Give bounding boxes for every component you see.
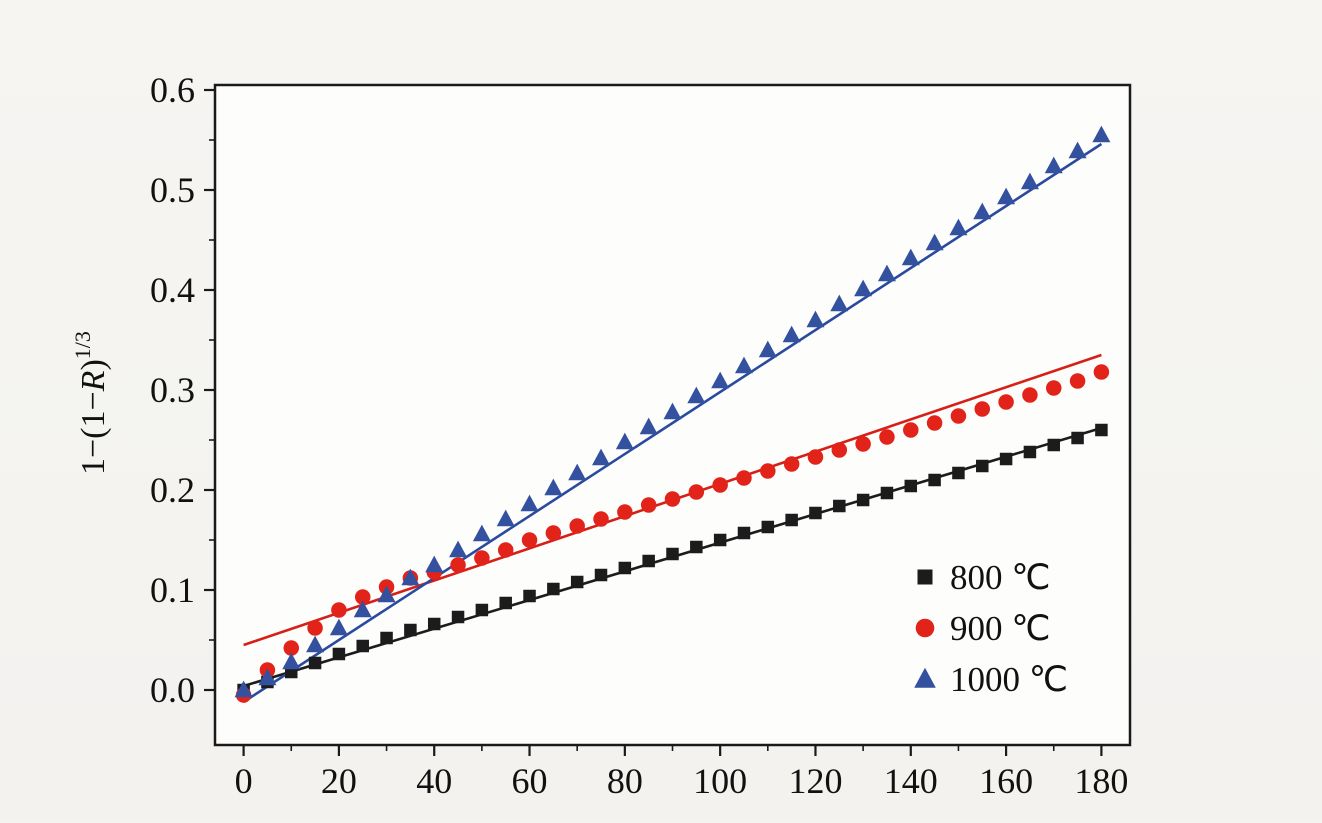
series-900 [235,364,1110,703]
x-tick-label: 100 [693,761,747,801]
y-axis-label: 1−(1−R)1/3 [70,331,112,475]
legend-label: 800 ℃ [950,558,1051,597]
legend-item-900: 900 ℃ [915,609,1051,648]
y-tick-label: 0.6 [150,70,195,110]
legend-item-800: 800 ℃ [917,558,1051,597]
x-tick-label: 80 [607,761,643,801]
series-800 [237,423,1108,697]
x-tick-label: 160 [979,761,1033,801]
legend-label: 900 ℃ [950,609,1051,648]
fit-line-1000 [242,142,1103,704]
x-tick-label: 20 [321,761,357,801]
x-tick-label: 140 [884,761,938,801]
y-tick-label: 0.4 [150,270,195,310]
y-tick-label: 0.3 [150,370,195,410]
series-1000 [234,125,1111,698]
y-tick-label: 0.1 [150,570,195,610]
legend: 800 ℃ 900 ℃ 1000 ℃ [914,558,1068,699]
x-tick-label: 60 [512,761,548,801]
legend-item-1000: 1000 ℃ [914,660,1068,699]
x-tick-label: 0 [235,761,253,801]
x-tick-label: 40 [416,761,452,801]
legend-label: 1000 ℃ [950,660,1068,699]
y-tick-label: 0.0 [150,670,195,710]
x-tick-label: 120 [788,761,842,801]
x-tick-label: 180 [1074,761,1128,801]
y-tick-label: 0.2 [150,470,195,510]
y-tick-label: 0.5 [150,170,195,210]
